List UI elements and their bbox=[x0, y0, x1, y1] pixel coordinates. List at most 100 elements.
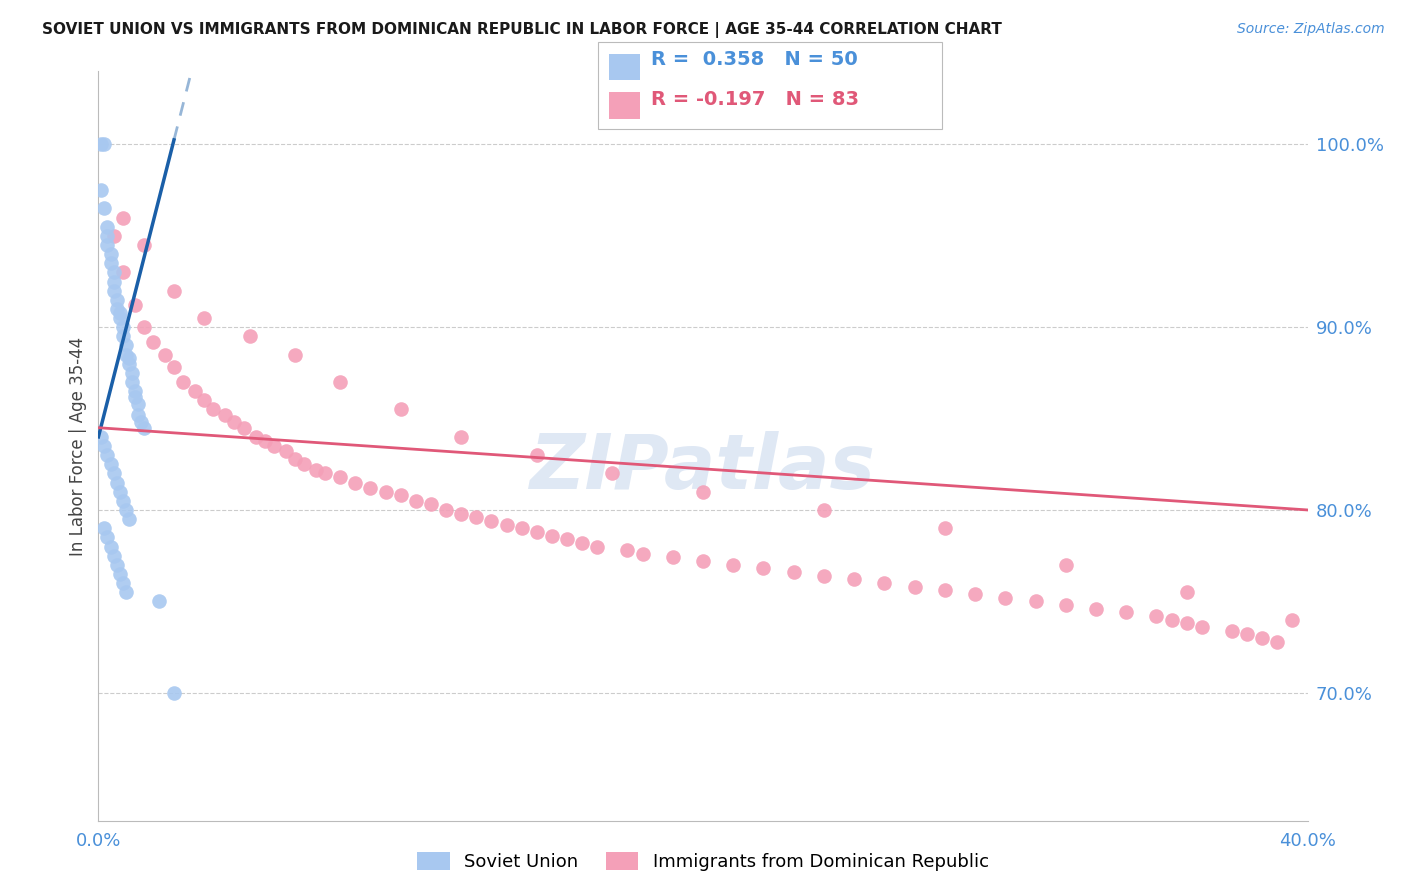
Point bbox=[132, 421, 155, 435]
Point bbox=[111, 576, 134, 591]
Point bbox=[96, 228, 118, 243]
Point bbox=[263, 439, 285, 453]
Point bbox=[873, 576, 896, 591]
Text: ZIPatlas: ZIPatlas bbox=[530, 432, 876, 506]
Point bbox=[284, 451, 307, 466]
Point bbox=[105, 558, 128, 572]
Point bbox=[96, 219, 118, 234]
Point bbox=[202, 402, 225, 417]
Point bbox=[114, 503, 136, 517]
Point bbox=[100, 540, 122, 554]
Point bbox=[1191, 620, 1213, 634]
Point bbox=[420, 498, 443, 512]
Point bbox=[723, 558, 745, 572]
Point bbox=[93, 439, 115, 453]
Point bbox=[184, 384, 207, 399]
Text: SOVIET UNION VS IMMIGRANTS FROM DOMINICAN REPUBLIC IN LABOR FORCE | AGE 35-44 CO: SOVIET UNION VS IMMIGRANTS FROM DOMINICA… bbox=[42, 22, 1002, 38]
Point bbox=[1220, 624, 1243, 638]
Point bbox=[450, 507, 472, 521]
Point bbox=[305, 463, 328, 477]
Point bbox=[142, 334, 165, 349]
Point bbox=[114, 338, 136, 352]
Point bbox=[114, 348, 136, 362]
Point bbox=[1281, 613, 1303, 627]
Point bbox=[602, 467, 624, 481]
Point bbox=[844, 573, 866, 587]
Point bbox=[108, 484, 131, 499]
Point bbox=[127, 408, 149, 422]
Point bbox=[103, 467, 125, 481]
Point bbox=[90, 137, 112, 152]
Point bbox=[163, 686, 186, 700]
Point bbox=[118, 512, 141, 526]
Point bbox=[193, 311, 215, 326]
Point bbox=[526, 524, 548, 539]
Point bbox=[103, 284, 125, 298]
Point bbox=[284, 348, 307, 362]
Point bbox=[389, 402, 412, 417]
Point bbox=[586, 540, 609, 554]
Point bbox=[163, 360, 186, 375]
Point bbox=[90, 430, 112, 444]
Point bbox=[127, 397, 149, 411]
Point bbox=[904, 580, 927, 594]
Point bbox=[526, 448, 548, 462]
Point bbox=[329, 375, 352, 389]
Text: R = -0.197   N = 83: R = -0.197 N = 83 bbox=[651, 90, 859, 110]
Point bbox=[108, 305, 131, 319]
Point bbox=[124, 298, 146, 312]
Point bbox=[1175, 616, 1198, 631]
Point bbox=[111, 329, 134, 343]
Point bbox=[434, 503, 457, 517]
Point bbox=[1160, 613, 1182, 627]
Point bbox=[813, 503, 835, 517]
Point bbox=[111, 493, 134, 508]
Point bbox=[1024, 594, 1046, 608]
Point bbox=[103, 265, 125, 279]
Point bbox=[232, 421, 254, 435]
Text: R =  0.358   N = 50: R = 0.358 N = 50 bbox=[651, 50, 858, 70]
Point bbox=[108, 566, 131, 581]
Point bbox=[148, 594, 170, 608]
Point bbox=[103, 228, 125, 243]
Point bbox=[93, 521, 115, 535]
Point bbox=[813, 568, 835, 582]
Point bbox=[540, 528, 562, 542]
Point bbox=[96, 448, 118, 462]
Point bbox=[93, 202, 115, 216]
Point bbox=[129, 415, 152, 429]
Point bbox=[93, 137, 115, 152]
Point bbox=[118, 357, 141, 371]
Point bbox=[153, 348, 176, 362]
Y-axis label: In Labor Force | Age 35-44: In Labor Force | Age 35-44 bbox=[69, 336, 87, 556]
Point bbox=[124, 390, 146, 404]
Point bbox=[100, 256, 122, 270]
Point bbox=[163, 284, 186, 298]
Point bbox=[495, 517, 517, 532]
Point bbox=[752, 561, 775, 575]
Point bbox=[103, 275, 125, 289]
Point bbox=[124, 384, 146, 399]
Text: Source: ZipAtlas.com: Source: ZipAtlas.com bbox=[1237, 22, 1385, 37]
Point bbox=[481, 514, 503, 528]
Point bbox=[450, 430, 472, 444]
Point bbox=[105, 475, 128, 490]
Point bbox=[121, 375, 143, 389]
Point bbox=[344, 475, 367, 490]
Point bbox=[616, 543, 638, 558]
Point bbox=[329, 470, 352, 484]
Point bbox=[224, 415, 246, 429]
Point bbox=[314, 467, 336, 481]
Point bbox=[692, 484, 714, 499]
Point bbox=[108, 311, 131, 326]
Point bbox=[253, 434, 276, 448]
Point bbox=[214, 408, 236, 422]
Point bbox=[111, 320, 134, 334]
Point bbox=[90, 183, 112, 197]
Point bbox=[1251, 631, 1274, 645]
Point bbox=[100, 247, 122, 261]
Point bbox=[783, 565, 806, 579]
Point bbox=[1267, 634, 1289, 648]
Point bbox=[111, 265, 134, 279]
Point bbox=[245, 430, 267, 444]
